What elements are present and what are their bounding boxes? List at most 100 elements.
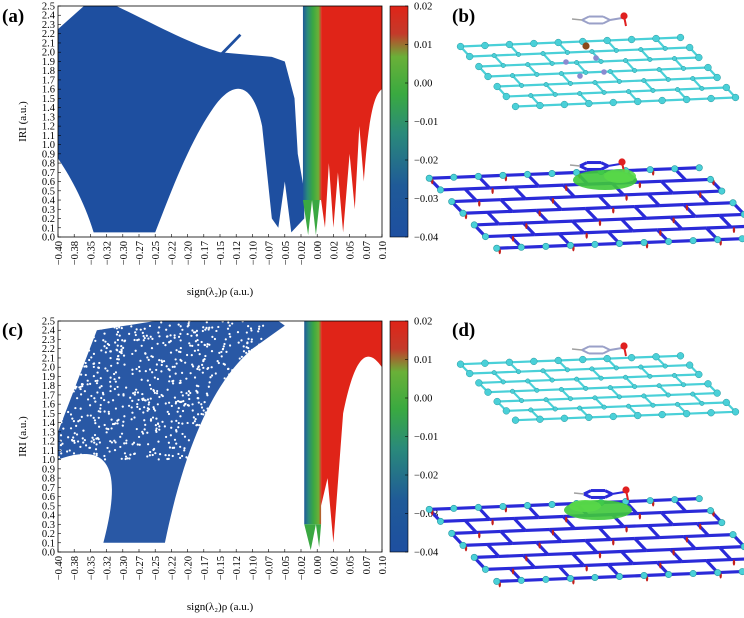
y-tick-label: 1.0	[42, 455, 55, 466]
y-tick-label: 2.2	[42, 344, 55, 355]
y-tick-label: 1.8	[42, 66, 55, 77]
y-tick-label: 1.9	[42, 57, 55, 68]
panel-label-c: (c)	[2, 320, 23, 341]
y-tick-label: 2.5	[42, 317, 55, 328]
y-tick-label: 2.3	[42, 20, 55, 31]
x-tick-label: −0.20	[184, 556, 195, 580]
x-tick-label: −0.20	[184, 241, 195, 265]
x-tick-label: −0.07	[265, 556, 276, 580]
y-tick-label: 1.7	[42, 75, 55, 86]
x-axis-label: sign(λ₂)ρ (a.u.)	[187, 286, 254, 298]
scatter-points	[58, 321, 382, 551]
x-tick-label: −0.30	[119, 556, 130, 580]
colorbar-tick-label: −0.03	[414, 509, 438, 520]
y-tick-label: 2.4	[42, 11, 56, 22]
colorbar-tick-label: 0.01	[414, 40, 432, 51]
plot-panel-a: 0.00.10.20.30.40.50.60.70.80.91.01.11.21…	[17, 2, 439, 299]
x-tick-label: 0.10	[378, 556, 389, 574]
x-tick-label: −0.40	[54, 241, 65, 265]
y-tick-label: 1.7	[42, 390, 55, 401]
y-tick-label: 1.1	[42, 446, 55, 457]
plot-panel-c: 0.00.10.20.30.40.50.60.70.80.91.01.11.21…	[17, 317, 439, 614]
colorbar-tick-label: −0.02	[414, 156, 438, 167]
y-tick-label: 2.3	[42, 335, 55, 346]
x-tick-label: −0.30	[119, 241, 130, 265]
x-tick-label: −0.02	[297, 556, 308, 580]
x-tick-label: −0.22	[167, 556, 178, 580]
x-tick-label: 0.05	[346, 556, 357, 574]
y-tick-label: 2.1	[42, 38, 55, 49]
red-region	[321, 321, 382, 543]
colorbar-tick-label: −0.01	[414, 432, 438, 443]
x-tick-label: −0.40	[54, 556, 65, 580]
x-tick-label: −0.10	[248, 241, 259, 265]
y-tick-label: 1.3	[42, 112, 55, 123]
x-tick-label: −0.27	[135, 241, 146, 265]
y-tick-label: 2.0	[42, 48, 55, 59]
y-tick-label: 1.6	[42, 85, 55, 96]
y-tick-label: 2.4	[42, 326, 56, 337]
iri-isosurface-b	[425, 158, 744, 255]
y-tick-label: 2.1	[42, 353, 55, 364]
y-tick-label: 0.9	[42, 149, 55, 160]
x-tick-label: −0.25	[151, 556, 162, 580]
x-tick-label: −0.10	[248, 556, 259, 580]
molecule-structure-b-top	[456, 12, 740, 111]
green-region	[304, 321, 322, 525]
panel-label-a: (a)	[2, 6, 24, 27]
x-tick-label: −0.07	[265, 241, 276, 265]
y-tick-label: 1.6	[42, 400, 55, 411]
y-tick-label: 0.4	[42, 511, 56, 522]
colorbar-tick-label: 0.02	[414, 317, 432, 328]
x-tick-label: 0.02	[329, 556, 340, 574]
y-tick-label: 1.3	[42, 427, 55, 438]
molecule-structure-d-top	[456, 342, 740, 424]
x-tick-label: −0.15	[216, 241, 227, 265]
y-tick-label: 0.8	[42, 159, 55, 170]
y-tick-label: 1.0	[42, 140, 55, 151]
y-tick-label: 0.0	[42, 548, 55, 559]
colorbar-tick-label: −0.04	[414, 233, 439, 244]
x-tick-label: 0.05	[346, 241, 357, 259]
y-tick-label: 2.0	[42, 363, 55, 374]
x-tick-label: 0.07	[362, 241, 373, 259]
green-region	[302, 6, 322, 201]
y-tick-label: 1.2	[42, 437, 55, 448]
y-axis-label: IRI (a.u.)	[17, 416, 29, 457]
blue-region	[58, 321, 285, 543]
y-tick-label: 1.5	[42, 94, 55, 105]
panel-label-b: (b)	[452, 6, 475, 27]
y-tick-label: 0.5	[42, 186, 55, 197]
x-tick-label: −0.35	[86, 241, 97, 265]
y-tick-label: 1.8	[42, 381, 55, 392]
y-tick-label: 0.6	[42, 177, 55, 188]
y-tick-label: 0.7	[42, 168, 55, 179]
x-tick-label: −0.05	[281, 556, 292, 580]
y-tick-label: 0.6	[42, 492, 55, 503]
x-tick-label: 0.00	[313, 241, 324, 259]
x-tick-label: −0.15	[216, 556, 227, 580]
y-tick-label: 0.0	[42, 233, 55, 244]
x-tick-label: 0.10	[378, 241, 389, 259]
colorbar-tick-label: 0.02	[414, 2, 432, 13]
x-tick-label: 0.00	[313, 556, 324, 574]
y-tick-label: 0.3	[42, 520, 55, 531]
y-tick-label: 2.5	[42, 2, 55, 13]
colorbar-tick-label: 0.00	[414, 79, 432, 90]
y-tick-label: 0.8	[42, 474, 55, 485]
x-tick-label: −0.22	[167, 241, 178, 265]
blue-region	[58, 6, 305, 233]
x-tick-label: −0.05	[281, 241, 292, 265]
y-tick-label: 0.1	[42, 223, 55, 234]
x-tick-label: −0.32	[103, 556, 114, 580]
y-tick-label: 0.1	[42, 538, 55, 549]
colorbar-tick-label: −0.03	[414, 194, 438, 205]
y-tick-label: 1.2	[42, 122, 55, 133]
colorbar-tick-label: −0.01	[414, 117, 438, 128]
y-tick-label: 0.7	[42, 483, 55, 494]
panel-label-d: (d)	[452, 320, 475, 341]
x-tick-label: −0.38	[70, 241, 81, 265]
y-tick-label: 0.3	[42, 205, 55, 216]
colorbar-tick-label: 0.01	[414, 355, 432, 366]
